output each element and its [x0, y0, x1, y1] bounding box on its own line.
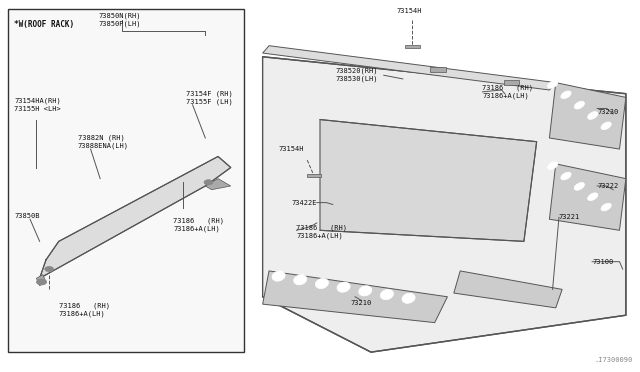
Bar [504, 80, 519, 85]
Text: 73882N (RH)
73888ENA(LH): 73882N (RH) 73888ENA(LH) [78, 134, 129, 149]
Text: 73100: 73100 [592, 259, 613, 265]
Text: 73186   (RH)
73186+A(LH): 73186 (RH) 73186+A(LH) [483, 84, 534, 99]
Circle shape [204, 180, 213, 185]
Text: 73154H: 73154H [396, 8, 422, 14]
Polygon shape [549, 83, 626, 149]
Text: *W(ROOF RACK): *W(ROOF RACK) [14, 20, 74, 29]
Text: 73222: 73222 [597, 183, 618, 189]
Ellipse shape [561, 172, 571, 180]
Ellipse shape [547, 81, 557, 88]
Ellipse shape [574, 101, 584, 109]
Text: 73154F (RH)
73155F (LH): 73154F (RH) 73155F (LH) [186, 90, 233, 105]
Bar [307, 174, 321, 177]
Ellipse shape [574, 183, 584, 190]
Text: 73154H: 73154H [278, 146, 304, 152]
Polygon shape [262, 57, 626, 352]
Text: 73154HA(RH)
73155H <LH>: 73154HA(RH) 73155H <LH> [14, 98, 61, 112]
Polygon shape [454, 271, 562, 308]
Bar [430, 67, 445, 72]
Text: 73186   (RH)
73186+A(LH): 73186 (RH) 73186+A(LH) [296, 225, 348, 240]
Polygon shape [40, 157, 231, 278]
Ellipse shape [402, 293, 415, 303]
Polygon shape [320, 119, 537, 241]
Polygon shape [205, 179, 231, 190]
Text: 73210: 73210 [351, 301, 372, 307]
Ellipse shape [337, 282, 350, 292]
Polygon shape [262, 271, 447, 323]
Polygon shape [262, 46, 556, 90]
Ellipse shape [588, 112, 598, 119]
Text: 73186   (RH)
73186+A(LH): 73186 (RH) 73186+A(LH) [173, 217, 225, 232]
Text: 73230: 73230 [597, 109, 618, 115]
Text: 73186   (RH)
73186+A(LH): 73186 (RH) 73186+A(LH) [59, 302, 109, 317]
Text: 73422E: 73422E [291, 200, 317, 206]
Text: 73221: 73221 [559, 214, 580, 220]
Ellipse shape [272, 271, 285, 281]
Ellipse shape [547, 162, 557, 170]
Ellipse shape [601, 203, 611, 211]
Ellipse shape [358, 286, 372, 296]
Text: 73850B: 73850B [14, 212, 40, 218]
Ellipse shape [380, 289, 394, 299]
Ellipse shape [316, 278, 328, 289]
Circle shape [45, 266, 54, 272]
Text: 73850N(RH)
73850P(LH): 73850N(RH) 73850P(LH) [98, 13, 141, 27]
Text: 738520(RH)
738530(LH): 738520(RH) 738530(LH) [336, 68, 378, 83]
Circle shape [36, 279, 47, 285]
Ellipse shape [561, 91, 571, 99]
Text: .I7300090: .I7300090 [594, 357, 632, 363]
Ellipse shape [601, 122, 611, 130]
Bar [404, 45, 420, 48]
Polygon shape [36, 275, 46, 286]
Polygon shape [549, 164, 626, 230]
Ellipse shape [294, 275, 307, 285]
Bar [8, 9, 244, 352]
Ellipse shape [588, 193, 598, 201]
